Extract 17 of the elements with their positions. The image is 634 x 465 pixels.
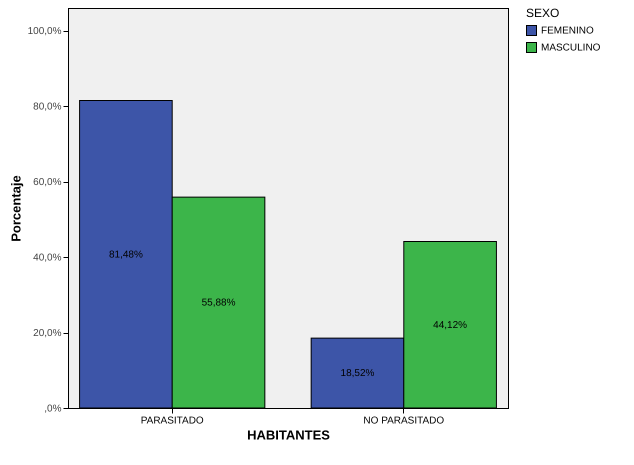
data-label: 44,12% [433, 320, 468, 331]
y-tick-label: 60,0% [33, 177, 62, 188]
y-tick-label: 100,0% [28, 26, 62, 38]
y-tick-label: 80,0% [33, 102, 62, 113]
x-axis-title: HABITANTES [247, 428, 330, 442]
x-tick-label: NO PARASITADO [363, 416, 444, 426]
legend-label: FEMENINO [541, 26, 594, 36]
x-tick-label: PARASITADO [140, 416, 204, 426]
data-label: 18,52% [340, 368, 375, 380]
y-tick-label: ,0% [44, 404, 62, 414]
legend-label: MASCULINO [541, 42, 601, 54]
legend-title: SEXO [526, 6, 560, 20]
data-label: 81,48% [108, 249, 143, 260]
data-label: 55,88% [202, 298, 236, 309]
y-tick-label: 40,0% [33, 252, 62, 264]
y-axis-title: Porcentaje [8, 175, 24, 242]
y-tick-label: 20,0% [33, 328, 62, 340]
